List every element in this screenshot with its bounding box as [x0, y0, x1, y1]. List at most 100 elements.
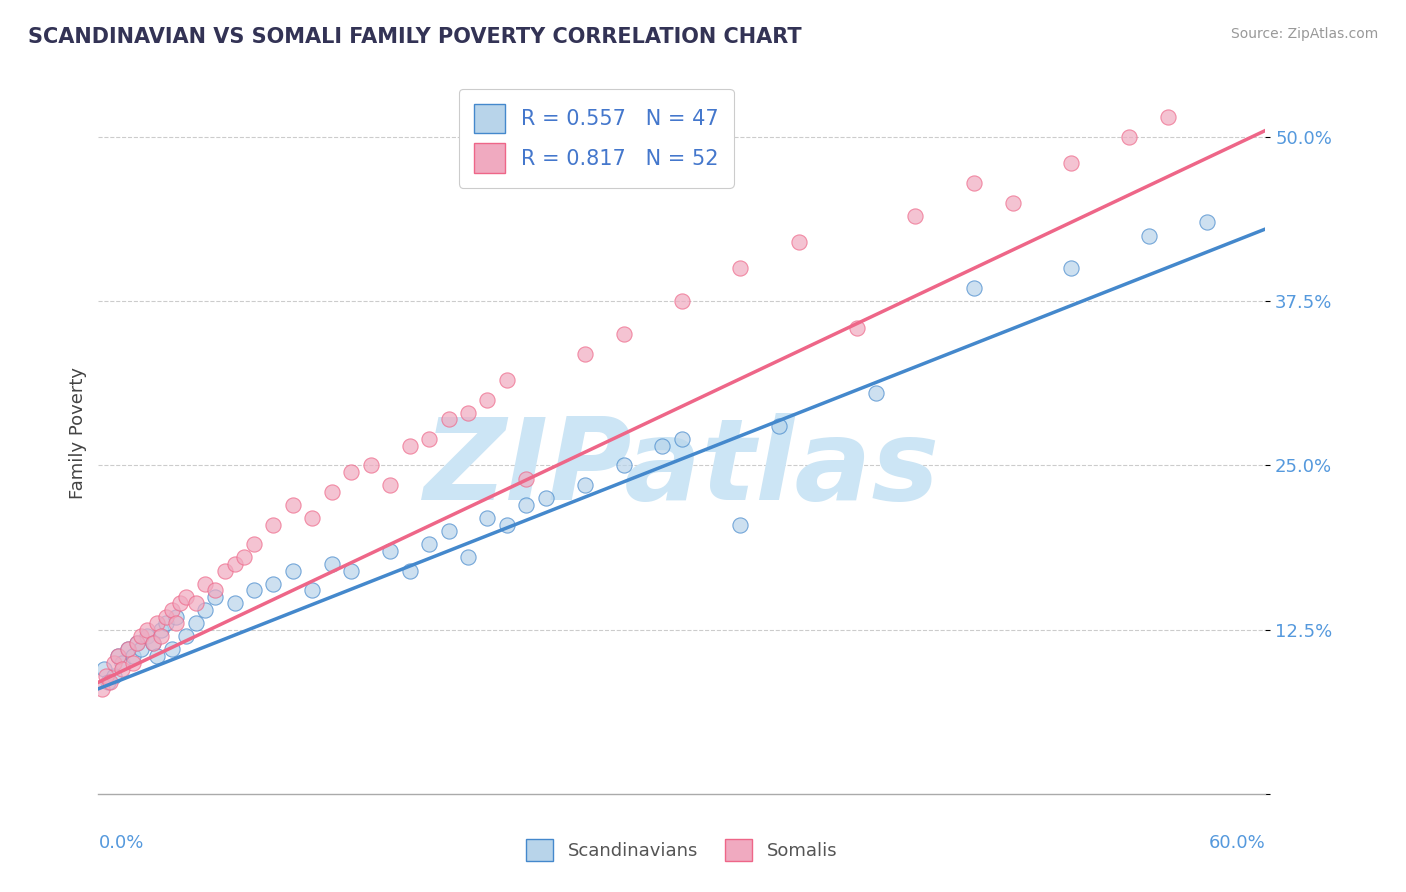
Point: [380, 544, 402, 558]
Point: [136, 623, 159, 637]
Point: [129, 629, 152, 643]
Point: [496, 373, 519, 387]
Y-axis label: Family Poverty: Family Poverty: [69, 367, 87, 499]
Point: [321, 557, 343, 571]
Point: [1118, 130, 1140, 145]
Point: [612, 327, 634, 342]
Point: [301, 511, 323, 525]
Point: [165, 616, 187, 631]
Point: [730, 261, 752, 276]
Point: [515, 472, 537, 486]
Point: [1060, 261, 1083, 276]
Point: [845, 320, 868, 334]
Point: [174, 590, 197, 604]
Point: [281, 498, 304, 512]
Text: 0.0%: 0.0%: [98, 834, 143, 852]
Point: [103, 656, 125, 670]
Point: [787, 235, 810, 249]
Point: [111, 662, 134, 676]
Point: [496, 517, 519, 532]
Point: [340, 465, 363, 479]
Point: [243, 537, 266, 551]
Point: [162, 642, 184, 657]
Point: [129, 642, 152, 657]
Point: [155, 616, 177, 631]
Point: [142, 636, 165, 650]
Point: [174, 629, 197, 643]
Point: [301, 583, 323, 598]
Point: [93, 662, 115, 676]
Point: [398, 564, 420, 578]
Point: [1060, 156, 1083, 170]
Point: [1137, 228, 1160, 243]
Point: [398, 439, 420, 453]
Point: [437, 524, 460, 538]
Point: [962, 176, 984, 190]
Point: [184, 616, 207, 631]
Text: SCANDINAVIAN VS SOMALI FAMILY POVERTY CORRELATION CHART: SCANDINAVIAN VS SOMALI FAMILY POVERTY CO…: [28, 27, 801, 46]
Text: 60.0%: 60.0%: [1209, 834, 1265, 852]
Point: [457, 406, 479, 420]
Point: [98, 675, 121, 690]
Point: [204, 583, 226, 598]
Point: [136, 629, 159, 643]
Point: [162, 603, 184, 617]
Point: [146, 616, 169, 631]
Point: [243, 583, 266, 598]
Point: [214, 564, 236, 578]
Point: [117, 642, 139, 657]
Point: [169, 596, 191, 610]
Point: [127, 636, 149, 650]
Point: [671, 432, 693, 446]
Point: [574, 347, 596, 361]
Point: [865, 386, 887, 401]
Point: [111, 656, 134, 670]
Point: [194, 576, 217, 591]
Point: [671, 294, 693, 309]
Point: [91, 681, 114, 696]
Point: [418, 432, 440, 446]
Point: [457, 550, 479, 565]
Point: [103, 668, 125, 682]
Point: [107, 648, 129, 663]
Point: [515, 498, 537, 512]
Point: [574, 478, 596, 492]
Text: ZIPatlas: ZIPatlas: [423, 413, 941, 524]
Point: [97, 675, 120, 690]
Point: [340, 564, 363, 578]
Point: [730, 517, 752, 532]
Point: [262, 517, 284, 532]
Point: [321, 484, 343, 499]
Point: [477, 511, 499, 525]
Point: [149, 623, 172, 637]
Point: [96, 668, 118, 682]
Point: [418, 537, 440, 551]
Point: [651, 439, 673, 453]
Point: [149, 629, 172, 643]
Point: [184, 596, 207, 610]
Point: [146, 648, 169, 663]
Point: [380, 478, 402, 492]
Point: [204, 590, 226, 604]
Point: [360, 458, 382, 473]
Point: [904, 209, 927, 223]
Point: [768, 419, 790, 434]
Point: [142, 636, 165, 650]
Point: [165, 609, 187, 624]
Point: [281, 564, 304, 578]
Point: [534, 491, 557, 506]
Point: [477, 392, 499, 407]
Legend: Scandinavians, Somalis: Scandinavians, Somalis: [519, 832, 845, 868]
Point: [107, 648, 129, 663]
Point: [1195, 215, 1218, 229]
Point: [1157, 111, 1180, 125]
Point: [122, 648, 145, 663]
Point: [233, 550, 256, 565]
Point: [1001, 195, 1024, 210]
Point: [437, 412, 460, 426]
Point: [612, 458, 634, 473]
Point: [117, 642, 139, 657]
Point: [224, 596, 246, 610]
Point: [962, 281, 984, 295]
Point: [127, 636, 149, 650]
